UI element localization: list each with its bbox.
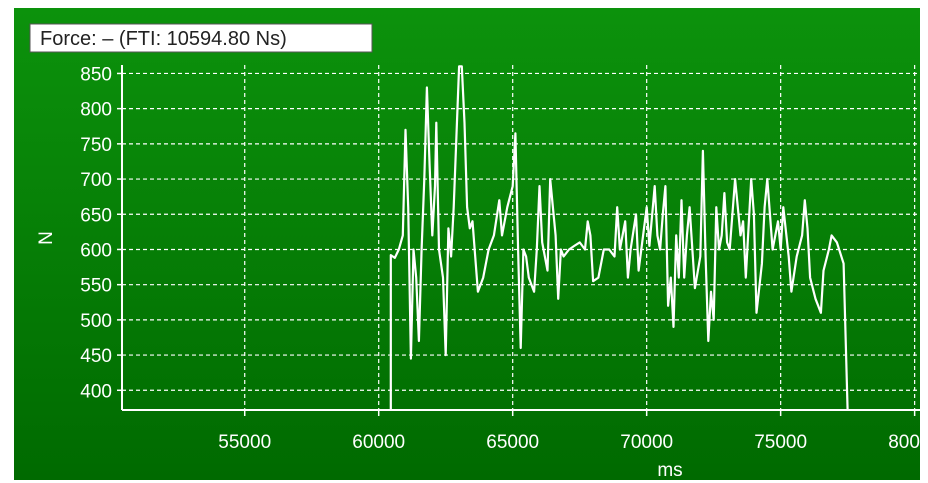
x-axis-label: ms: [657, 460, 682, 481]
x-tick-label: 60000: [352, 432, 405, 453]
y-axis-label: N: [36, 231, 57, 245]
y-tick-label: 600: [80, 240, 112, 261]
y-tick-label: 750: [80, 135, 112, 156]
chart-title: Force: – (FTI: 10594.80 Ns): [40, 28, 287, 50]
x-tick-label: 75000: [754, 432, 807, 453]
panel-background: [14, 8, 920, 480]
x-tick-label: 80000: [888, 432, 928, 453]
y-tick-label: 850: [80, 64, 112, 85]
data-line: [389, 65, 849, 411]
y-tick-label: 700: [80, 170, 112, 191]
x-tick-label: 65000: [486, 432, 539, 453]
y-tick-label: 450: [80, 346, 112, 367]
y-tick-label: 500: [80, 311, 112, 332]
y-tick-label: 650: [80, 205, 112, 226]
y-tick-label: 550: [80, 276, 112, 297]
x-tick-label: 55000: [218, 432, 271, 453]
panel: Force: – (FTI: 10594.80 Ns) N ms 400 450 5…: [14, 8, 928, 481]
y-tick-label: 800: [80, 100, 112, 121]
title-box: [29, 23, 373, 53]
x-tick-label: 70000: [620, 432, 673, 453]
y-tick-label: 400: [80, 381, 112, 402]
